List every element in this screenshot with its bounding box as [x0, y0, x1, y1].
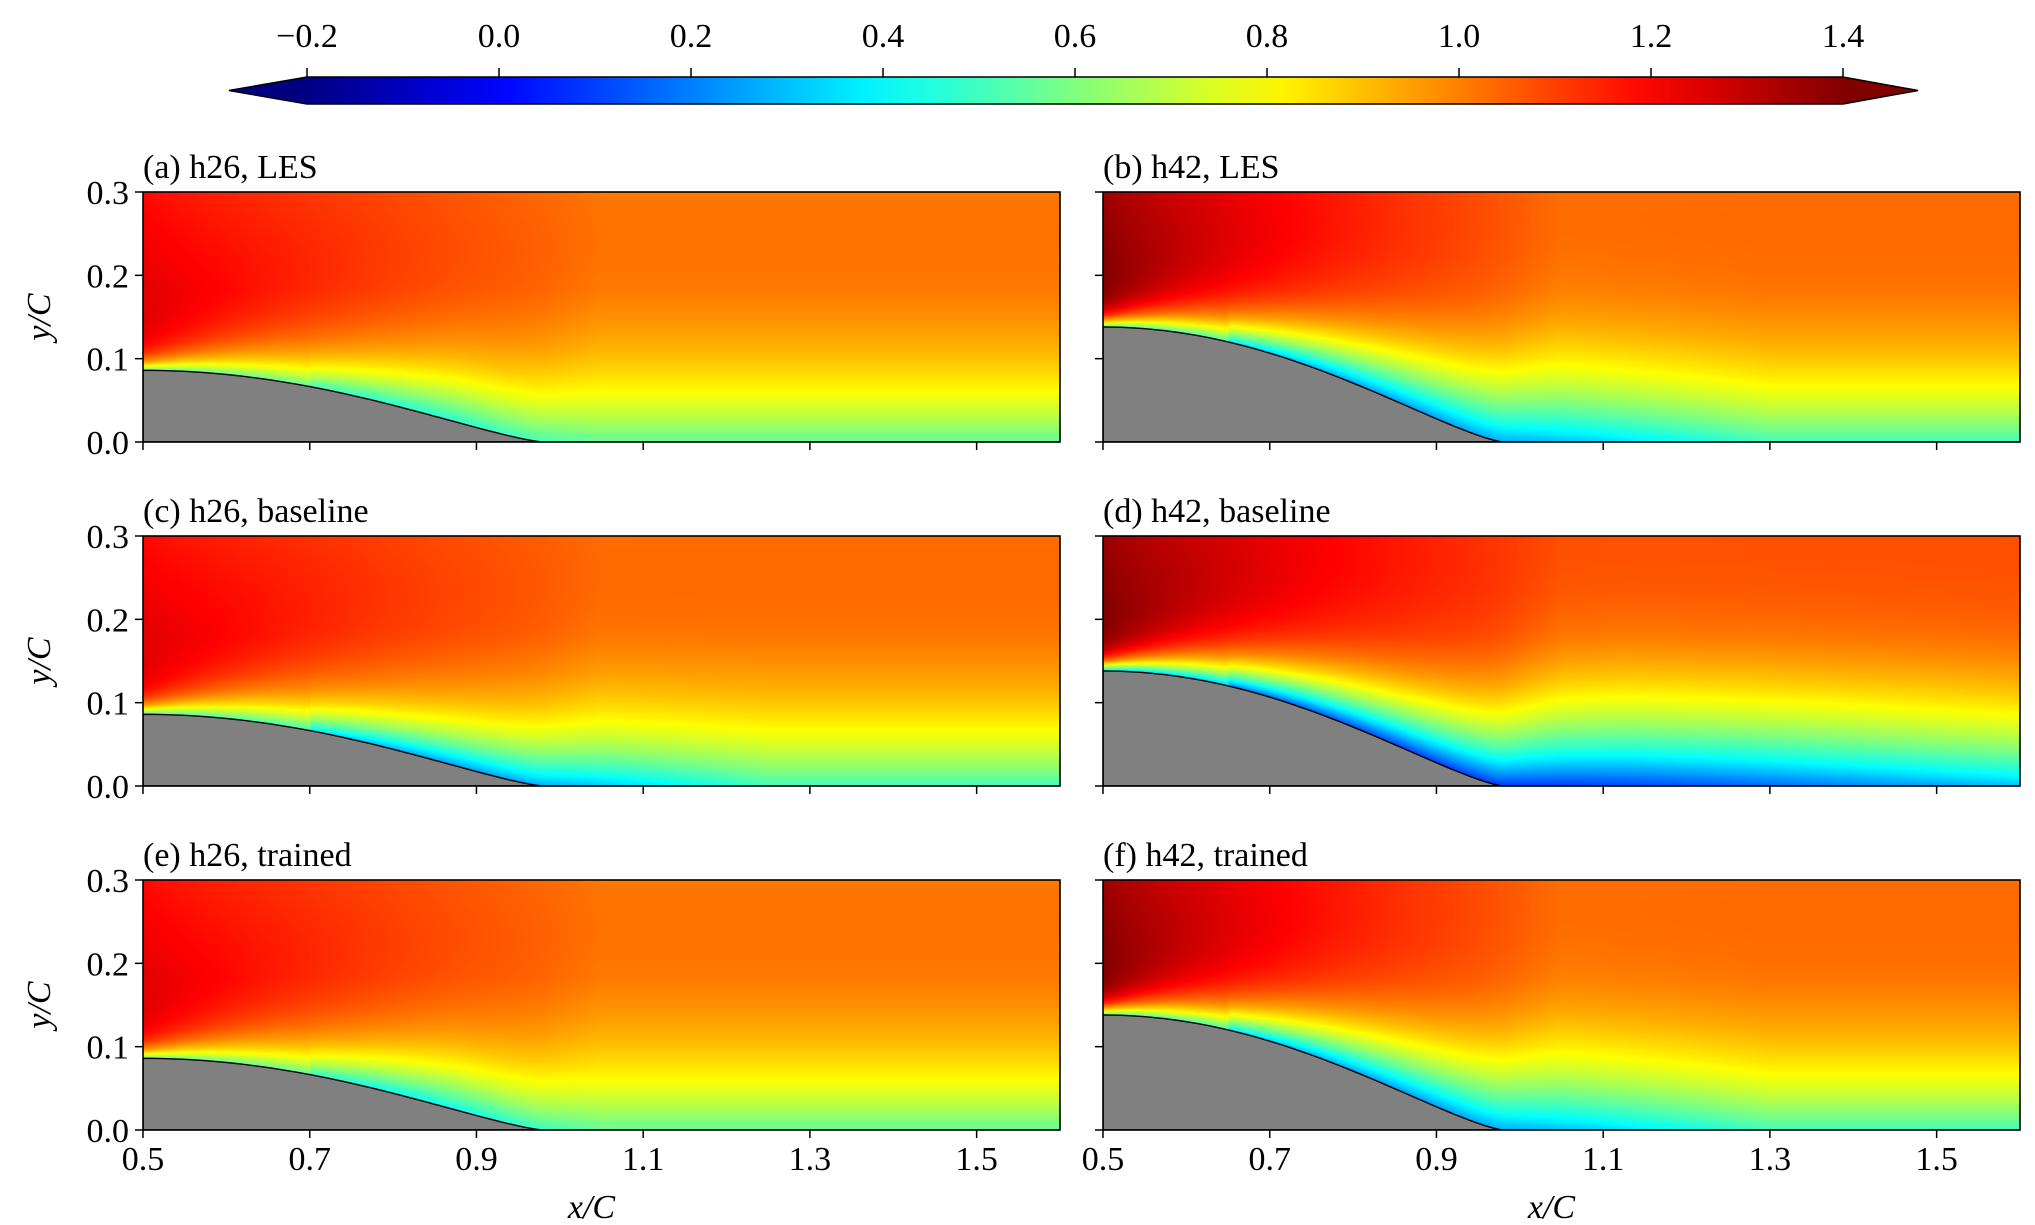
x-tick-label: 0.5: [122, 1141, 165, 1178]
panel-frame-b: [1102, 191, 2021, 443]
y-tick-label: 0.1: [87, 342, 130, 379]
panel-b: (b) h42, LES: [1095, 149, 2021, 450]
panel-frame-e: [142, 879, 1061, 1131]
y-tick-label: 0.1: [87, 686, 130, 723]
y-tick-label: 0.2: [87, 946, 130, 983]
panel-title-d: (d) h42, baseline: [1103, 493, 1331, 530]
y-axis-label: y/C: [21, 981, 58, 1032]
panel-a: (a) h26, LES 0.0 0.1 0.2 0.3: [87, 149, 1061, 462]
panel-frame-d: [1102, 535, 2021, 787]
x-tick-label: 0.5: [1082, 1141, 1125, 1178]
panel-frame-a: [142, 191, 1061, 443]
y-tick-label: 0.3: [87, 863, 130, 900]
panel-frame-f: [1102, 879, 2021, 1131]
y-tick-label: 0.0: [87, 425, 130, 462]
colorbar-tick-label: 0.2: [670, 18, 713, 55]
panel-frame-c: [142, 535, 1061, 787]
colorbar-tick-label: 0.8: [1246, 18, 1289, 55]
x-tick-label: 1.1: [622, 1141, 665, 1178]
y-tick-label: 0.0: [87, 1113, 130, 1150]
x-tick-label: 0.9: [1415, 1141, 1458, 1178]
colorbar-tick-label: 0.6: [1054, 18, 1097, 55]
x-tick-label: 1.5: [1915, 1141, 1958, 1178]
hill-e: [143, 1057, 1060, 1130]
y-axis-label: y/C: [21, 293, 58, 344]
x-tick-label: 1.3: [1749, 1141, 1792, 1178]
colorbar-tick-label: 0.4: [862, 18, 905, 55]
y-tick-label: 0.2: [87, 602, 130, 639]
x-tick-label: 0.7: [1248, 1141, 1291, 1178]
hill-b: [1103, 326, 2020, 442]
x-axis-label: x/C: [567, 1189, 616, 1225]
panel-title-e: (e) h26, trained: [143, 837, 352, 874]
panel-f: (f) h42, trained 0.5 0.7 0.9 1.1 1.3 1.5: [1082, 837, 2021, 1178]
colorbar-tick-label: −0.2: [276, 18, 338, 55]
panel-d: (d) h42, baseline: [1095, 493, 2021, 794]
panel-title-f: (f) h42, trained: [1103, 837, 1308, 874]
y-tick-label: 0.3: [87, 175, 130, 212]
colorbar-tick-label: 1.2: [1630, 18, 1673, 55]
y-axis-label: y/C: [21, 637, 58, 688]
y-tick-label: 0.2: [87, 258, 130, 295]
colorbar: −0.2 0.0 0.2 0.4 0.6 0.8 1.0 1.2 1.4: [228, 18, 1919, 105]
hill-d: [1103, 670, 2020, 786]
y-tick-label: 0.3: [87, 519, 130, 556]
x-tick-label: 1.1: [1582, 1141, 1625, 1178]
panel-c: (c) h26, baseline 0.0 0.1 0.2 0.3: [87, 493, 1061, 806]
panel-title-c: (c) h26, baseline: [143, 493, 369, 530]
x-tick-label: 0.7: [288, 1141, 331, 1178]
colorbar-tick-label: 0.0: [478, 18, 521, 55]
x-tick-label: 1.5: [955, 1141, 998, 1178]
colorbar-tick-label: 1.0: [1438, 18, 1481, 55]
colorbar-body: [228, 76, 1919, 105]
hill-f: [1103, 1014, 2020, 1130]
panel-title-b: (b) h42, LES: [1103, 149, 1280, 186]
hill-c: [143, 713, 1060, 786]
panel-e: (e) h26, trained 0.5 0.7 0.9 1.1 1.3 1.5 0.0 0.1…: [87, 837, 1061, 1178]
hill-a: [143, 369, 1060, 442]
x-tick-label: 1.3: [789, 1141, 832, 1178]
x-tick-label: 0.9: [455, 1141, 498, 1178]
y-tick-label: 0.0: [87, 769, 130, 806]
y-tick-label: 0.1: [87, 1030, 130, 1067]
panel-title-a: (a) h26, LES: [143, 149, 318, 186]
colorbar-tick-label: 1.4: [1822, 18, 1865, 55]
x-axis-label: x/C: [1527, 1189, 1576, 1225]
